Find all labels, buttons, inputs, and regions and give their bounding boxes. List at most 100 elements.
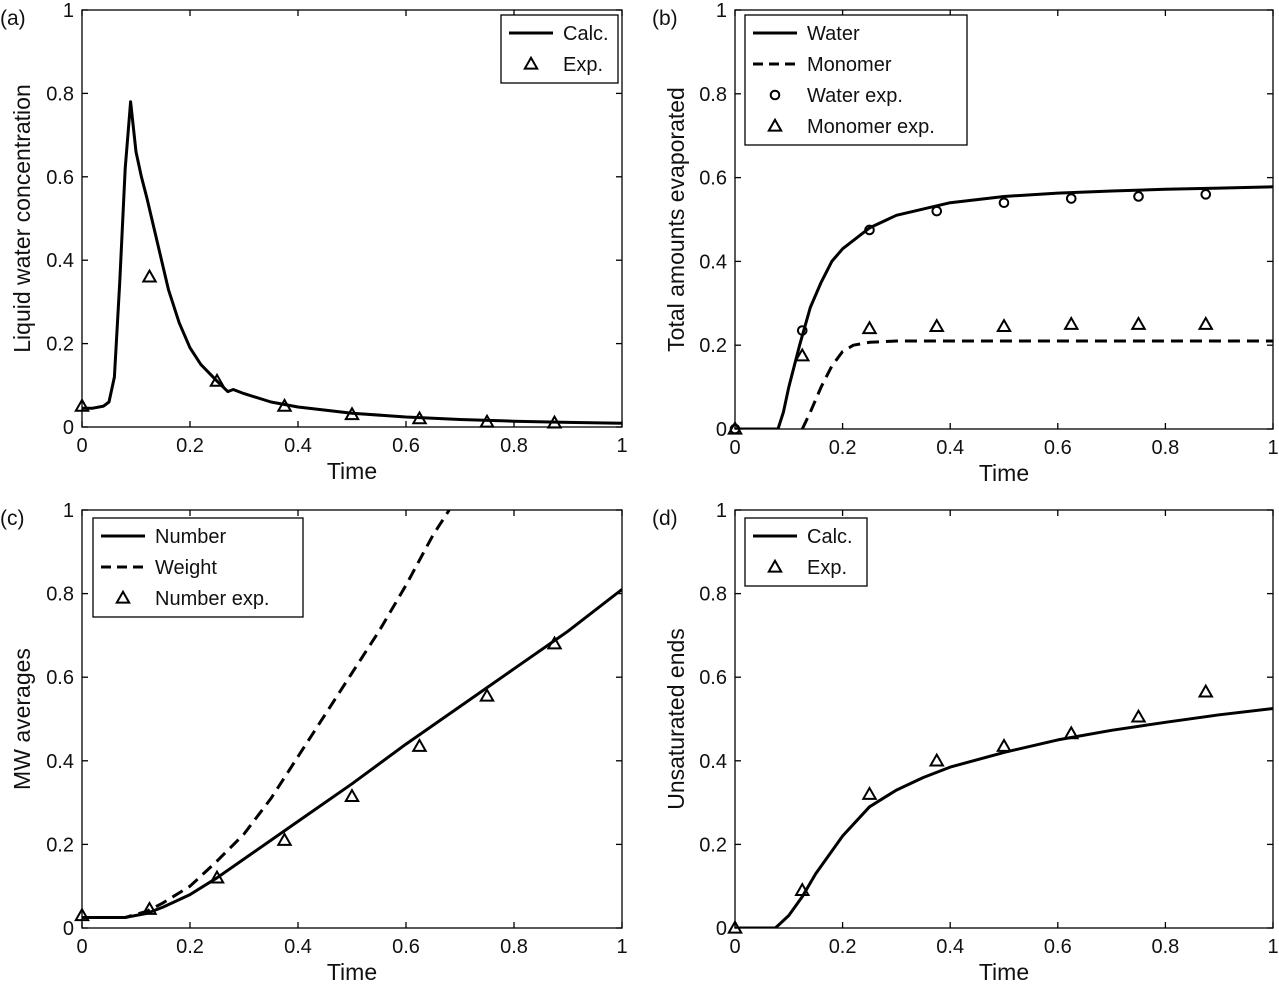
y-tick-label: 0.2 (46, 834, 74, 856)
y-tick-label: 0 (716, 918, 727, 940)
data-point-triangle (209, 372, 225, 387)
y-tick-label: 0.2 (699, 335, 727, 357)
y-axis-label: MW averages (9, 648, 35, 790)
y-tick-label: 0.4 (46, 751, 74, 773)
y-tick-label: 1 (63, 500, 74, 522)
x-tick-label: 0.2 (829, 437, 857, 459)
y-tick-label: 0.8 (46, 584, 74, 606)
series-markers-monomer-exp- (727, 316, 1214, 435)
legend-box (744, 14, 968, 146)
data-point-triangle (411, 737, 428, 752)
data-point-triangle (141, 900, 158, 915)
x-tick-label: 0.4 (936, 936, 964, 958)
x-tick-label: 0.4 (284, 435, 312, 457)
plot-area (735, 185, 1273, 429)
legend-label: Water (807, 23, 860, 45)
x-axis-label: Time (327, 458, 377, 484)
plot-area (82, 510, 622, 919)
y-axis-label: Total amounts evaporated (663, 87, 689, 352)
data-point-triangle (344, 788, 360, 802)
x-tick-label: 0.6 (1044, 936, 1072, 958)
panel-letter: (c) (0, 507, 25, 530)
data-point-triangle (1197, 316, 1214, 330)
data-point-triangle (411, 410, 428, 425)
panel-3: (c) 0 0.2 0.4 0.6 0.8 1 0 0.2 0.4 0.6 0.8 1 Time MW av… (0, 500, 628, 984)
legend: Calc. Exp. (744, 517, 868, 587)
series-line-weight (82, 510, 451, 919)
x-tick-label: 0 (729, 437, 740, 459)
x-tick-label: 0.8 (1151, 437, 1179, 459)
y-tick-label: 0.2 (46, 334, 74, 356)
series-markers-number-exp- (74, 635, 563, 922)
plot-area (82, 100, 622, 425)
data-point-triangle (794, 347, 811, 362)
x-tick-label: 0 (76, 435, 87, 457)
y-tick-label: 0.6 (699, 168, 727, 190)
y-tick-label: 0 (63, 918, 74, 940)
series-line-number (82, 588, 622, 919)
y-tick-label: 0.4 (699, 751, 727, 773)
data-point-triangle (727, 919, 743, 934)
data-point-triangle (794, 882, 811, 897)
legend-swatch-triangle (767, 117, 783, 132)
legend-label: Calc. (807, 526, 853, 548)
legend-label: Number (155, 526, 226, 548)
y-axis-label: Unsaturated ends (663, 628, 689, 810)
x-tick-label: 0 (729, 936, 740, 958)
legend-swatch-circle (769, 89, 781, 101)
data-point-triangle (861, 320, 878, 335)
x-axis-label: Time (979, 959, 1029, 984)
x-tick-label: 0.6 (392, 435, 420, 457)
x-axis-label: Time (979, 460, 1029, 486)
data-point-circle (1065, 193, 1077, 204)
data-point-triangle (727, 420, 743, 435)
y-tick-label: 1 (716, 500, 727, 522)
x-tick-label: 0.8 (500, 435, 528, 457)
data-point-triangle (74, 907, 90, 922)
data-point-circle (796, 325, 808, 336)
x-tick-label: 1 (1267, 936, 1278, 958)
data-point-triangle (276, 832, 293, 846)
panel-2: (b) 0 0.2 0.4 0.6 0.8 1 0 0.2 0.4 0.6 0.8 1 Time Total… (652, 0, 1279, 486)
x-axis-label: Time (327, 959, 377, 984)
x-tick-label: 1 (616, 936, 627, 958)
data-point-triangle (1063, 725, 1080, 740)
data-point-triangle (996, 318, 1012, 332)
series-line-monomer (800, 339, 1273, 429)
plot-area (735, 707, 1273, 928)
y-tick-label: 0.8 (46, 83, 74, 105)
data-point-triangle (996, 737, 1012, 752)
panel-letter: (a) (0, 7, 26, 30)
legend-label: Exp. (563, 54, 603, 76)
data-point-triangle (928, 318, 945, 332)
data-point-triangle (276, 397, 293, 412)
x-tick-label: 0 (76, 936, 87, 958)
data-point-triangle (928, 752, 945, 767)
y-axis-label: Liquid water concentration (9, 84, 35, 353)
x-tick-label: 0.2 (829, 936, 857, 958)
data-point-triangle (209, 869, 225, 884)
legend: Number Weight Number exp. (92, 517, 304, 618)
data-point-circle (998, 197, 1010, 209)
y-tick-label: 0.6 (46, 667, 74, 689)
y-tick-label: 1 (63, 0, 74, 22)
y-tick-label: 0.8 (699, 584, 727, 606)
y-tick-label: 0.2 (699, 834, 727, 856)
legend-label: Number exp. (155, 588, 270, 610)
x-tick-label: 0.8 (500, 936, 528, 958)
data-point-circle (864, 224, 875, 236)
x-tick-label: 1 (616, 435, 627, 457)
data-point-triangle (1130, 316, 1147, 330)
series-markers-exp- (727, 683, 1214, 934)
y-tick-label: 1 (716, 0, 727, 22)
y-tick-label: 0.6 (46, 167, 74, 189)
legend-label: Calc. (563, 23, 609, 45)
panel-letter: (b) (652, 7, 678, 30)
legend-label: Monomer exp. (807, 116, 935, 138)
x-tick-label: 0.6 (1044, 437, 1072, 459)
legend-box (744, 517, 868, 587)
y-tick-label: 0.4 (699, 251, 727, 273)
legend-label: Weight (155, 557, 217, 579)
y-tick-label: 0.8 (699, 84, 727, 106)
